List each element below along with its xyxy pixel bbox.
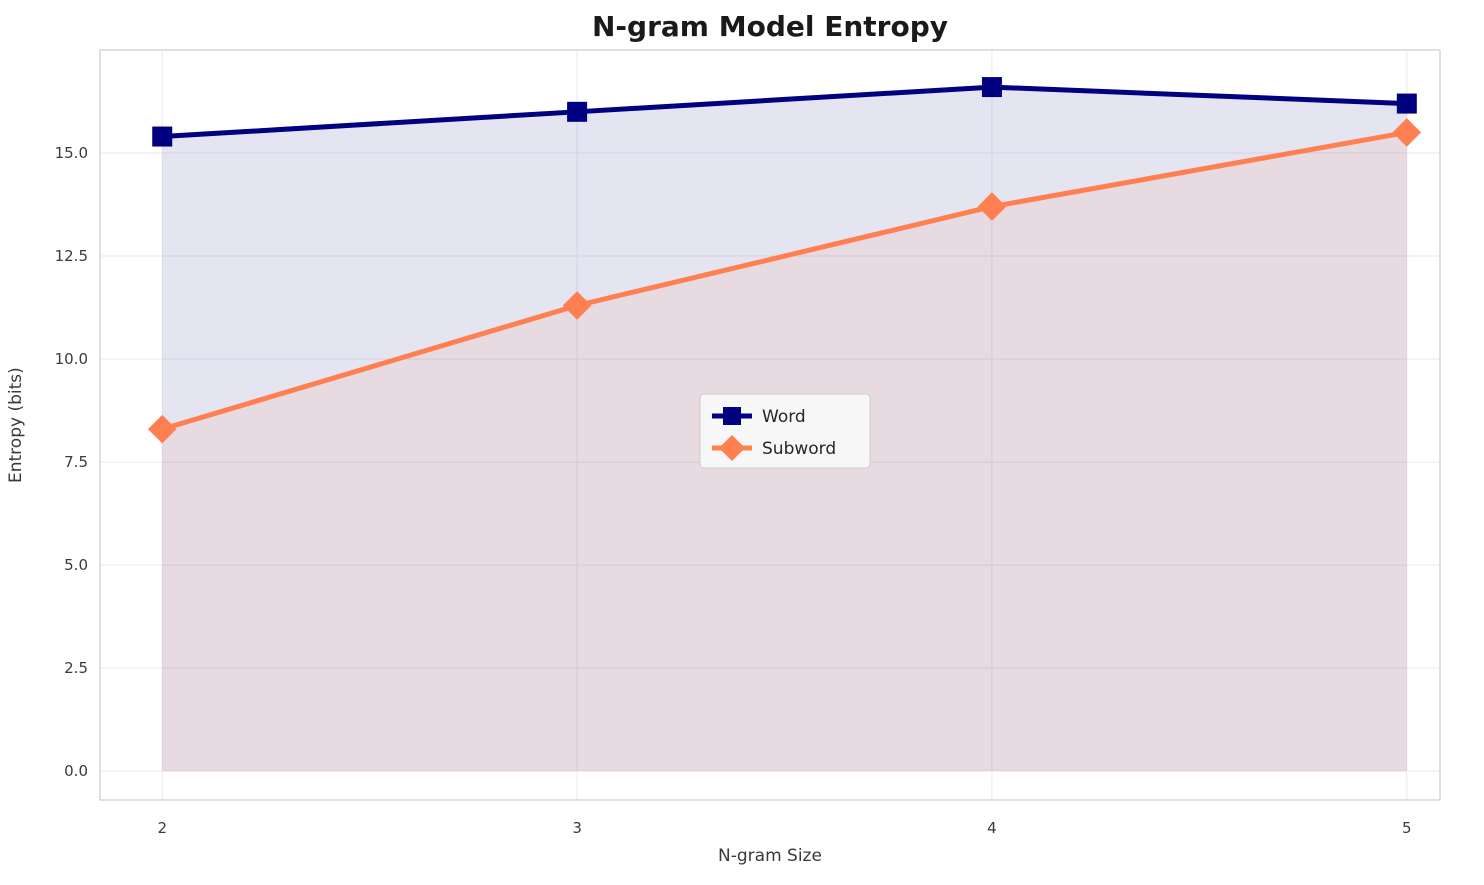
x-tick-label: 4 <box>987 819 997 837</box>
legend-label: Word <box>762 407 806 427</box>
x-tick-label: 5 <box>1402 819 1412 837</box>
marker-word <box>567 101 588 122</box>
marker-word <box>1396 93 1417 114</box>
marker-subword <box>147 414 177 444</box>
x-tick-label: 2 <box>157 819 167 837</box>
x-tick-label: 3 <box>572 819 582 837</box>
plot-border <box>99 49 1441 801</box>
y-tick-label: 2.5 <box>64 659 88 677</box>
line-word <box>159 84 1410 140</box>
y-tick-label: 5.0 <box>64 556 88 574</box>
chart-title: N-gram Model Entropy <box>592 10 948 43</box>
y-tick-label: 10.0 <box>55 350 88 368</box>
line-subword <box>159 129 1410 432</box>
legend-marker-word <box>723 407 741 425</box>
marker-word <box>981 77 1002 98</box>
legend-label: Subword <box>762 439 836 459</box>
x-axis-label: N-gram Size <box>718 846 822 866</box>
marker-subword <box>1392 118 1422 147</box>
y-tick-label: 15.0 <box>55 144 88 162</box>
marker-subword <box>977 192 1007 221</box>
marker-subword <box>562 291 592 320</box>
y-tick-label: 0.0 <box>64 762 88 780</box>
y-tick-label: 12.5 <box>55 247 88 265</box>
y-tick-label: 7.5 <box>64 453 88 471</box>
legend-marker-subword <box>719 435 745 461</box>
marker-word <box>152 126 173 147</box>
